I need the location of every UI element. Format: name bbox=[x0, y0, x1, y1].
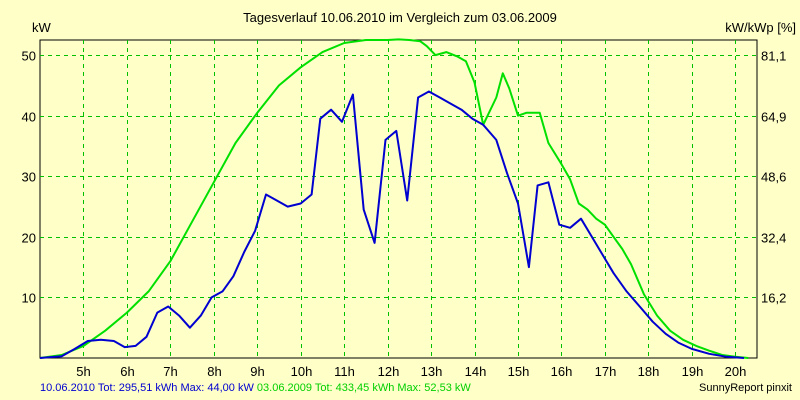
chart-title: Tagesverlauf 10.06.2010 im Vergleich zum… bbox=[243, 10, 557, 25]
footer-2010-max: Max: 44,00 kW bbox=[180, 382, 254, 394]
y-right-tick-label: 48,6 bbox=[761, 170, 786, 185]
y-right-tick-label: 32,4 bbox=[761, 231, 786, 246]
y-right-tick-label: 81,1 bbox=[761, 49, 786, 64]
x-tick-label: 8h bbox=[207, 364, 221, 379]
footer-series-2009: 03.06.2009 Tot: 433,45 kWh Max: 52,53 kW bbox=[257, 382, 471, 394]
x-tick-label: 11h bbox=[334, 364, 355, 379]
y-left-tick-label: 10 bbox=[22, 291, 36, 306]
x-tick-label: 17h bbox=[595, 364, 617, 379]
y-left-tick-label: 50 bbox=[22, 49, 36, 64]
y-left-tick-label: 30 bbox=[22, 170, 36, 185]
x-tick-label: 16h bbox=[551, 364, 573, 379]
left-axis-unit: kW bbox=[32, 20, 52, 35]
x-tick-label: 13h bbox=[421, 364, 443, 379]
series-line-10-06-2010 bbox=[39, 90, 745, 359]
footer-2010-date: 10.06.2010 bbox=[40, 382, 96, 394]
x-tick-label: 9h bbox=[250, 364, 264, 379]
x-tick-label: 6h bbox=[120, 364, 134, 379]
x-tick-label: 5h bbox=[76, 364, 90, 379]
y-left-tick-label: 40 bbox=[22, 110, 36, 125]
y-right-tick-label: 16,2 bbox=[761, 291, 786, 306]
x-tick-label: 19h bbox=[682, 364, 704, 379]
series-lines bbox=[39, 38, 749, 359]
y-left-tick-label: 20 bbox=[22, 231, 36, 246]
footer-2009-total: Tot: 433,45 kWh bbox=[314, 382, 395, 394]
x-tick-label: 7h bbox=[163, 364, 177, 379]
footer-credit: SunnyReport pinxit bbox=[699, 382, 792, 394]
plot-area bbox=[39, 39, 758, 359]
x-tick-label: 14h bbox=[465, 364, 487, 379]
x-tick-label: 12h bbox=[378, 364, 400, 379]
grid-lines bbox=[40, 40, 757, 358]
footer-2010-total: Tot: 295,51 kWh bbox=[97, 382, 178, 394]
axis-ticks: 5h 6h 7h 8h 9h 10h 11h 12h 13h 14h 15h 16h 17h 18h 19h… bbox=[22, 49, 787, 380]
x-tick-label: 10h bbox=[291, 364, 313, 379]
footer-summary: 10.06.2010 Tot: 295,51 kWh Max: 44,00 kW… bbox=[40, 382, 471, 394]
footer-series-2010: 10.06.2010 Tot: 295,51 kWh Max: 44,00 kW bbox=[40, 382, 254, 394]
y-right-tick-label: 64,9 bbox=[761, 110, 786, 125]
x-tick-label: 20h bbox=[725, 364, 747, 379]
right-axis-unit: kW/kWp [%] bbox=[725, 20, 796, 35]
footer-2009-date: 03.06.2009 bbox=[256, 382, 312, 394]
x-tick-label: 15h bbox=[508, 364, 530, 379]
footer-2009-max: Max: 52,53 kW bbox=[397, 382, 471, 394]
x-tick-label: 18h bbox=[638, 364, 660, 379]
series-line-03-06-2009 bbox=[39, 38, 749, 359]
